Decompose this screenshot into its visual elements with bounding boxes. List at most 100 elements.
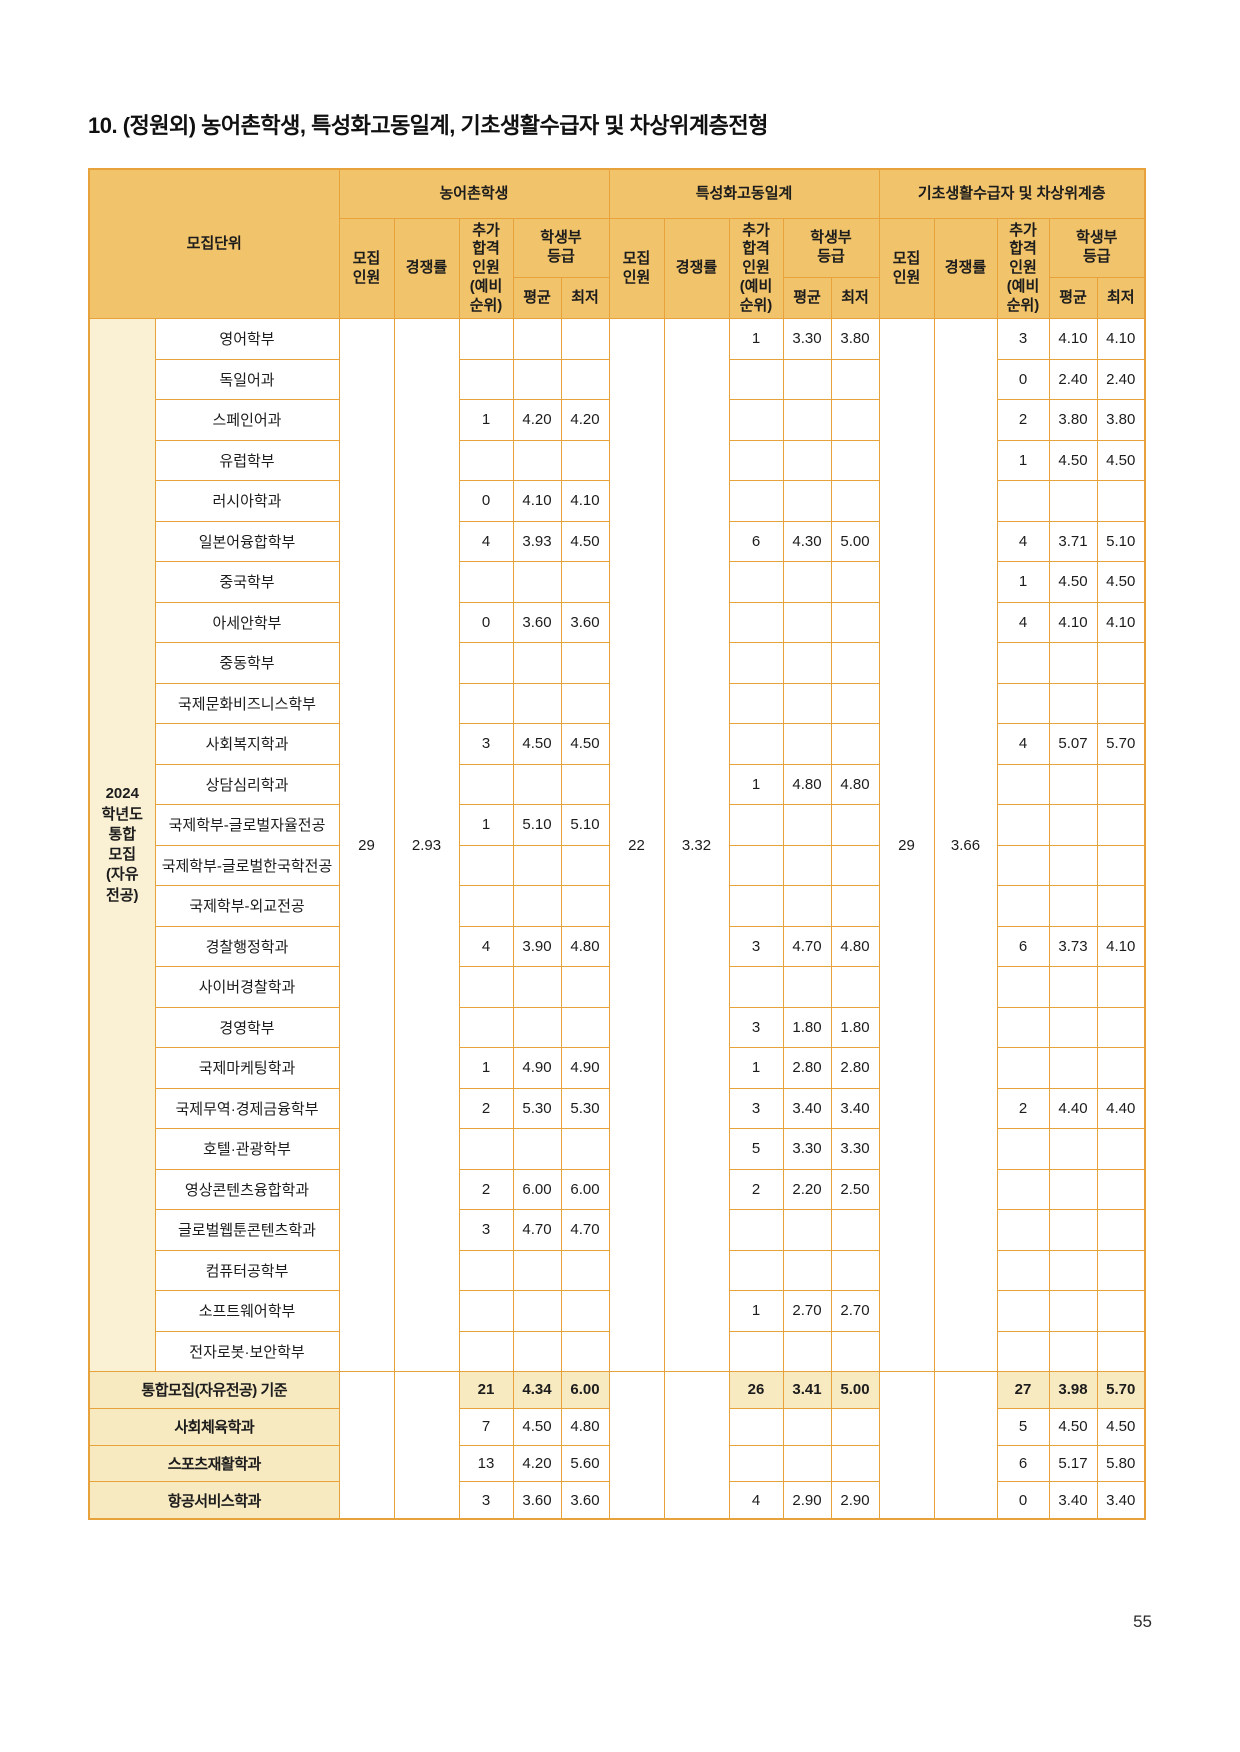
farm-avg-cell	[512, 1249, 562, 1291]
voc-extra-cell	[728, 682, 784, 724]
basic-avg-cell: 5.17	[1048, 1444, 1098, 1483]
header-quota: 모집 인원	[608, 218, 665, 319]
admissions-table: 모집단위 농어촌학생 특성화고동일계 기초생활수급자 및 차상위계층 모집 인원…	[88, 168, 1146, 1520]
voc-min-cell	[830, 682, 880, 724]
basic-min-cell	[1096, 885, 1146, 927]
basic-min-cell: 4.50	[1096, 561, 1146, 603]
voc-avg-cell: 3.40	[782, 1087, 832, 1129]
voc-min-cell	[830, 966, 880, 1008]
farm-min-cell	[560, 318, 610, 360]
farm-min-cell: 5.60	[560, 1444, 610, 1483]
voc-quota-empty-cell	[608, 1370, 665, 1520]
basic-min-cell: 4.10	[1096, 601, 1146, 643]
voc-min-cell	[830, 1209, 880, 1251]
voc-avg-cell	[782, 601, 832, 643]
basic-min-cell: 4.10	[1096, 925, 1146, 967]
farm-min-cell: 4.80	[560, 925, 610, 967]
voc-extra-cell	[728, 885, 784, 927]
dept-name-cell: 러시아학과	[154, 480, 340, 522]
header-quota: 모집 인원	[878, 218, 935, 319]
voc-min-cell: 4.80	[830, 763, 880, 805]
header-quota: 모집 인원	[338, 218, 395, 319]
voc-extra-cell	[728, 1209, 784, 1251]
farm-avg-cell: 4.70	[512, 1209, 562, 1251]
voc-min-cell: 3.30	[830, 1128, 880, 1170]
voc-avg-cell	[782, 885, 832, 927]
voc-extra-cell: 6	[728, 520, 784, 562]
basic-avg-cell: 4.50	[1048, 561, 1098, 603]
farm-extra-cell	[458, 1249, 514, 1291]
table-body: 2024 학년도 통합 모집 (자유 전공) 영어학부 29 2.93 22 3.32 1 3…	[88, 318, 1146, 1520]
basic-avg-cell: 4.50	[1048, 439, 1098, 481]
voc-min-cell: 1.80	[830, 1006, 880, 1048]
voc-avg-cell	[782, 682, 832, 724]
voc-min-cell	[830, 439, 880, 481]
farm-min-cell: 6.00	[560, 1371, 610, 1409]
farm-min-cell	[560, 682, 610, 724]
voc-min-cell	[830, 885, 880, 927]
farm-avg-cell	[512, 1290, 562, 1332]
voc-extra-cell	[728, 1444, 784, 1483]
voc-min-cell	[830, 642, 880, 684]
basic-extra-cell	[996, 1128, 1050, 1170]
farm-avg-cell	[512, 844, 562, 886]
basic-avg-cell	[1048, 763, 1098, 805]
farm-avg-cell: 3.60	[512, 1481, 562, 1520]
basic-extra-cell	[996, 1006, 1050, 1048]
voc-avg-cell	[782, 1249, 832, 1291]
header-avg: 평균	[512, 277, 562, 319]
basic-extra-cell: 27	[996, 1371, 1050, 1409]
farm-min-cell: 4.90	[560, 1047, 610, 1089]
dept-name-cell: 상담심리학과	[154, 763, 340, 805]
voc-avg-cell	[782, 1407, 832, 1446]
voc-min-cell: 2.70	[830, 1290, 880, 1332]
voc-min-cell	[830, 804, 880, 846]
voc-min-cell	[830, 1444, 880, 1483]
header-grade: 학생부 등급	[782, 218, 880, 278]
voc-min-cell	[830, 480, 880, 522]
farm-extra-cell: 1	[458, 1047, 514, 1089]
dept-name-cell: 중국학부	[154, 561, 340, 603]
farm-extra-cell	[458, 682, 514, 724]
farm-extra-cell: 3	[458, 1481, 514, 1520]
header-ratio: 경쟁률	[393, 218, 460, 319]
voc-min-cell: 4.80	[830, 925, 880, 967]
basic-extra-cell	[996, 1330, 1050, 1372]
voc-extra-cell: 3	[728, 925, 784, 967]
basic-avg-cell: 4.40	[1048, 1087, 1098, 1129]
basic-min-cell	[1096, 966, 1146, 1008]
farm-avg-cell: 6.00	[512, 1168, 562, 1210]
voc-avg-cell: 2.90	[782, 1481, 832, 1520]
header-extra: 추가 합격 인원 (예비 순위)	[458, 218, 514, 319]
farm-min-cell	[560, 1006, 610, 1048]
basic-ratio-cell: 3.66	[933, 318, 998, 1372]
farm-extra-cell	[458, 966, 514, 1008]
voc-avg-cell	[782, 439, 832, 481]
dept-name-cell: 국제학부-외교전공	[154, 885, 340, 927]
voc-quota-cell: 22	[608, 318, 665, 1372]
farm-min-cell	[560, 1249, 610, 1291]
basic-avg-cell	[1048, 966, 1098, 1008]
voc-extra-cell	[728, 601, 784, 643]
basic-extra-cell: 4	[996, 723, 1050, 765]
dept-name-cell: 국제마케팅학과	[154, 1047, 340, 1089]
farm-extra-cell	[458, 358, 514, 400]
voc-avg-cell: 4.80	[782, 763, 832, 805]
basic-min-cell	[1096, 1209, 1146, 1251]
basic-avg-cell: 3.73	[1048, 925, 1098, 967]
voc-avg-cell: 2.70	[782, 1290, 832, 1332]
voc-min-cell: 5.00	[830, 1371, 880, 1409]
basic-min-cell: 5.70	[1096, 723, 1146, 765]
farm-avg-cell: 4.34	[512, 1371, 562, 1409]
header-grade: 학생부 등급	[1048, 218, 1146, 278]
voc-extra-cell	[728, 561, 784, 603]
voc-avg-cell: 3.30	[782, 318, 832, 360]
farm-min-cell	[560, 885, 610, 927]
voc-avg-cell	[782, 642, 832, 684]
basic-extra-cell: 1	[996, 561, 1050, 603]
dept-name-cell: 사이버경찰학과	[154, 966, 340, 1008]
basic-min-cell: 2.40	[1096, 358, 1146, 400]
voc-min-cell: 2.90	[830, 1481, 880, 1520]
farm-min-cell	[560, 1290, 610, 1332]
farm-extra-cell	[458, 763, 514, 805]
